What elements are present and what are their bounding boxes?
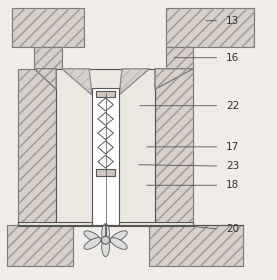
Text: 18: 18 — [226, 180, 240, 190]
Polygon shape — [62, 69, 92, 95]
Bar — [18, 69, 56, 225]
Bar — [96, 91, 115, 97]
Text: 23: 23 — [226, 161, 240, 171]
Polygon shape — [119, 69, 150, 95]
Bar — [166, 47, 193, 69]
Text: 17: 17 — [226, 142, 240, 152]
Circle shape — [101, 236, 110, 244]
Bar — [166, 8, 254, 47]
Polygon shape — [155, 69, 193, 89]
Bar — [155, 69, 193, 225]
Bar — [34, 47, 62, 69]
Bar — [12, 8, 84, 47]
Bar — [155, 69, 193, 225]
Ellipse shape — [84, 238, 101, 249]
Polygon shape — [34, 69, 56, 89]
Ellipse shape — [110, 231, 127, 242]
Text: 13: 13 — [226, 16, 240, 26]
Bar — [92, 88, 119, 225]
Bar — [166, 47, 193, 69]
Bar — [7, 225, 73, 266]
Text: 20: 20 — [226, 224, 239, 234]
Bar — [18, 222, 193, 226]
Ellipse shape — [110, 238, 127, 249]
Ellipse shape — [102, 224, 109, 243]
Bar — [96, 169, 115, 176]
Ellipse shape — [84, 231, 101, 242]
Text: 22: 22 — [226, 101, 240, 111]
Bar — [18, 69, 56, 225]
Bar — [7, 225, 73, 266]
Bar — [12, 8, 84, 47]
Bar — [150, 225, 243, 266]
Bar — [34, 47, 62, 69]
Ellipse shape — [102, 237, 109, 256]
Bar — [166, 8, 254, 47]
Text: 16: 16 — [226, 53, 240, 63]
Bar — [150, 225, 243, 266]
Bar — [56, 69, 155, 225]
